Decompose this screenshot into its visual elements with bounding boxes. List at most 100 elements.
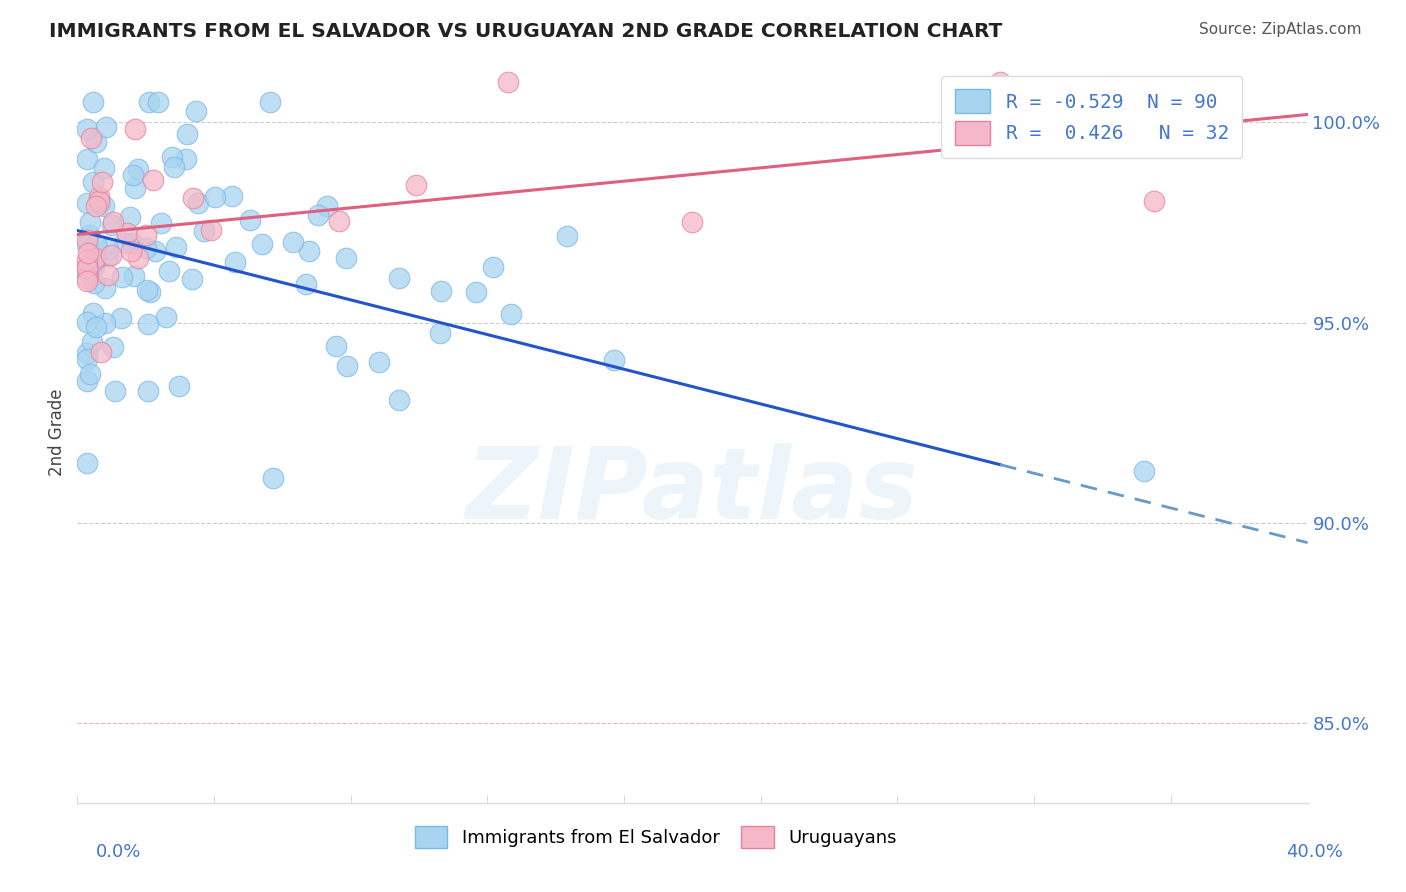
Text: Source: ZipAtlas.com: Source: ZipAtlas.com (1198, 22, 1361, 37)
Point (87, 189, 110, 203)
Point (97, 268, 120, 283)
Point (127, 251, 149, 265)
Point (122, 268, 145, 283)
Point (368, 355, 391, 369)
Point (193, 224, 215, 238)
Point (83, 276, 105, 290)
Point (93, 198, 115, 212)
Point (82, 175, 104, 189)
Point (143, 244, 166, 259)
Point (97, 243, 120, 257)
Point (90, 344, 112, 359)
Point (139, 285, 162, 299)
Text: 40.0%: 40.0% (1286, 843, 1343, 861)
Point (76, 345, 98, 359)
Point (482, 260, 505, 275)
Point (76, 195, 98, 210)
Point (76, 456, 98, 470)
Point (115, 226, 138, 240)
Point (82, 260, 104, 275)
Point (259, 95, 281, 110)
Point (307, 208, 329, 222)
Point (221, 189, 243, 203)
Y-axis label: 2nd Grade: 2nd Grade (48, 389, 66, 476)
Point (149, 216, 172, 230)
Point (465, 285, 488, 299)
Point (100, 248, 122, 262)
Point (136, 384, 159, 398)
Point (155, 310, 177, 325)
Point (328, 214, 350, 228)
Point (120, 244, 142, 259)
Point (250, 236, 273, 251)
Point (298, 244, 321, 258)
Point (97, 249, 120, 263)
Point (187, 196, 209, 211)
Point (104, 384, 127, 398)
Point (84, 199, 107, 213)
Point (127, 161, 149, 176)
Point (174, 153, 197, 167)
Point (82, 306, 104, 320)
Point (101, 218, 124, 232)
Point (262, 471, 284, 485)
Point (316, 199, 339, 213)
Point (335, 251, 357, 265)
Point (501, 308, 523, 322)
Legend: Immigrants from El Salvador, Uruguayans: Immigrants from El Salvador, Uruguayans (402, 814, 910, 861)
Point (76, 263, 98, 277)
Point (682, 215, 704, 229)
Point (94, 316, 117, 330)
Text: IMMIGRANTS FROM EL SALVADOR VS URUGUAYAN 2ND GRADE CORRELATION CHART: IMMIGRANTS FROM EL SALVADOR VS URUGUAYAN… (49, 22, 1002, 41)
Point (77, 228, 100, 243)
Point (93, 161, 115, 175)
Point (84, 320, 107, 334)
Point (1143, 194, 1166, 208)
Point (121, 236, 143, 251)
Point (80, 334, 103, 349)
Point (76, 261, 98, 276)
Point (148, 95, 170, 110)
Point (336, 359, 359, 373)
Point (239, 213, 262, 227)
Point (142, 173, 165, 187)
Point (121, 168, 143, 182)
Point (94, 120, 117, 134)
Point (176, 128, 198, 142)
Point (200, 222, 222, 236)
Point (136, 283, 159, 297)
Point (87, 194, 110, 209)
Point (76, 233, 98, 247)
Point (1132, 464, 1154, 478)
Point (496, 75, 519, 89)
Point (83, 259, 105, 273)
Text: ZIPatlas: ZIPatlas (465, 443, 920, 541)
Point (76, 315, 98, 329)
Point (167, 379, 190, 393)
Point (76, 152, 98, 166)
Point (89, 196, 111, 211)
Point (124, 180, 146, 194)
Point (76, 259, 98, 273)
Point (84, 237, 107, 252)
Point (388, 392, 411, 407)
Point (135, 227, 157, 242)
Point (555, 229, 578, 244)
Point (76, 351, 98, 366)
Point (603, 353, 626, 368)
Point (76, 121, 98, 136)
Point (1143, 107, 1166, 121)
Point (118, 210, 141, 224)
Point (387, 270, 409, 285)
Point (124, 122, 146, 136)
Point (325, 339, 347, 353)
Point (101, 214, 124, 228)
Point (79, 367, 101, 381)
Point (184, 103, 207, 118)
Point (181, 272, 204, 286)
Point (76, 271, 98, 285)
Point (281, 235, 304, 249)
Point (163, 161, 186, 175)
Point (76, 252, 98, 267)
Point (160, 150, 183, 164)
